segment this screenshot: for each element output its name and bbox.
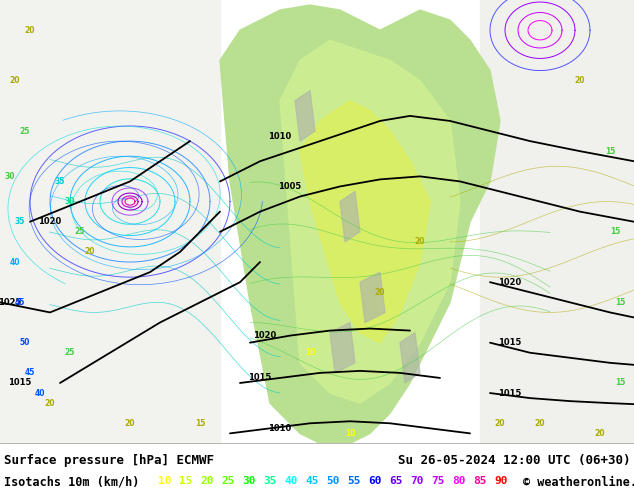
Text: 20: 20 <box>25 26 36 35</box>
Text: 20: 20 <box>534 419 545 428</box>
Text: 20: 20 <box>45 399 55 408</box>
Text: 85: 85 <box>473 476 486 486</box>
Text: 15: 15 <box>615 298 625 307</box>
Text: 50: 50 <box>326 476 339 486</box>
Text: 1015: 1015 <box>498 338 522 347</box>
Text: Isotachs 10m (km/h): Isotachs 10m (km/h) <box>4 476 139 489</box>
Text: 20: 20 <box>495 419 505 428</box>
Text: 20: 20 <box>575 76 585 85</box>
Text: Surface pressure [hPa] ECMWF: Surface pressure [hPa] ECMWF <box>4 454 214 466</box>
Text: 1010: 1010 <box>268 131 292 141</box>
Polygon shape <box>295 91 315 141</box>
Text: 1020: 1020 <box>254 331 276 340</box>
Text: 1020: 1020 <box>39 217 61 226</box>
Text: 30: 30 <box>242 476 256 486</box>
Polygon shape <box>220 5 500 443</box>
Text: 1025: 1025 <box>0 298 22 307</box>
Text: 30: 30 <box>4 172 15 181</box>
Text: 10: 10 <box>345 429 355 438</box>
Text: 20: 20 <box>415 237 425 246</box>
Text: 15: 15 <box>605 147 615 156</box>
Polygon shape <box>340 192 360 242</box>
Text: 1015: 1015 <box>498 389 522 397</box>
Text: 20: 20 <box>85 247 95 256</box>
Polygon shape <box>360 272 385 322</box>
Text: 40: 40 <box>10 258 20 267</box>
Text: 20: 20 <box>200 476 214 486</box>
Text: 50: 50 <box>20 338 30 347</box>
Text: 15: 15 <box>195 419 205 428</box>
Text: 25: 25 <box>65 348 75 357</box>
Text: 60: 60 <box>368 476 382 486</box>
Text: © weatheronline.co.uk: © weatheronline.co.uk <box>523 476 634 489</box>
Text: 1005: 1005 <box>278 182 302 191</box>
Text: 25: 25 <box>75 227 85 236</box>
Text: 45: 45 <box>25 368 36 377</box>
Text: 70: 70 <box>410 476 424 486</box>
Text: 25: 25 <box>221 476 235 486</box>
Text: 10: 10 <box>158 476 172 486</box>
Text: 1020: 1020 <box>498 278 522 287</box>
Text: 15: 15 <box>179 476 193 486</box>
Text: 35: 35 <box>15 217 25 226</box>
Text: 40: 40 <box>284 476 297 486</box>
Text: 1015: 1015 <box>8 378 32 388</box>
Text: 25: 25 <box>20 126 30 136</box>
Text: 40: 40 <box>35 389 45 397</box>
Text: Su 26-05-2024 12:00 UTC (06+30): Su 26-05-2024 12:00 UTC (06+30) <box>398 454 630 466</box>
Text: 55: 55 <box>347 476 361 486</box>
Text: 45: 45 <box>15 298 25 307</box>
Text: 30: 30 <box>65 197 75 206</box>
Text: 15: 15 <box>610 227 620 236</box>
Text: 35: 35 <box>55 177 65 186</box>
Text: 20: 20 <box>595 429 605 438</box>
Text: 1010: 1010 <box>268 424 292 433</box>
Text: 20: 20 <box>10 76 20 85</box>
Text: 10: 10 <box>305 348 315 357</box>
Text: 65: 65 <box>389 476 403 486</box>
Polygon shape <box>400 333 420 383</box>
Text: 75: 75 <box>431 476 444 486</box>
Text: 35: 35 <box>263 476 276 486</box>
Text: 20: 20 <box>375 288 385 297</box>
Polygon shape <box>280 40 460 403</box>
Polygon shape <box>300 101 430 343</box>
Text: 1015: 1015 <box>249 373 272 382</box>
Polygon shape <box>330 322 355 373</box>
Text: 80: 80 <box>452 476 465 486</box>
Text: 15: 15 <box>615 378 625 388</box>
Text: 45: 45 <box>305 476 318 486</box>
Text: 90: 90 <box>494 476 507 486</box>
Text: 20: 20 <box>125 419 135 428</box>
